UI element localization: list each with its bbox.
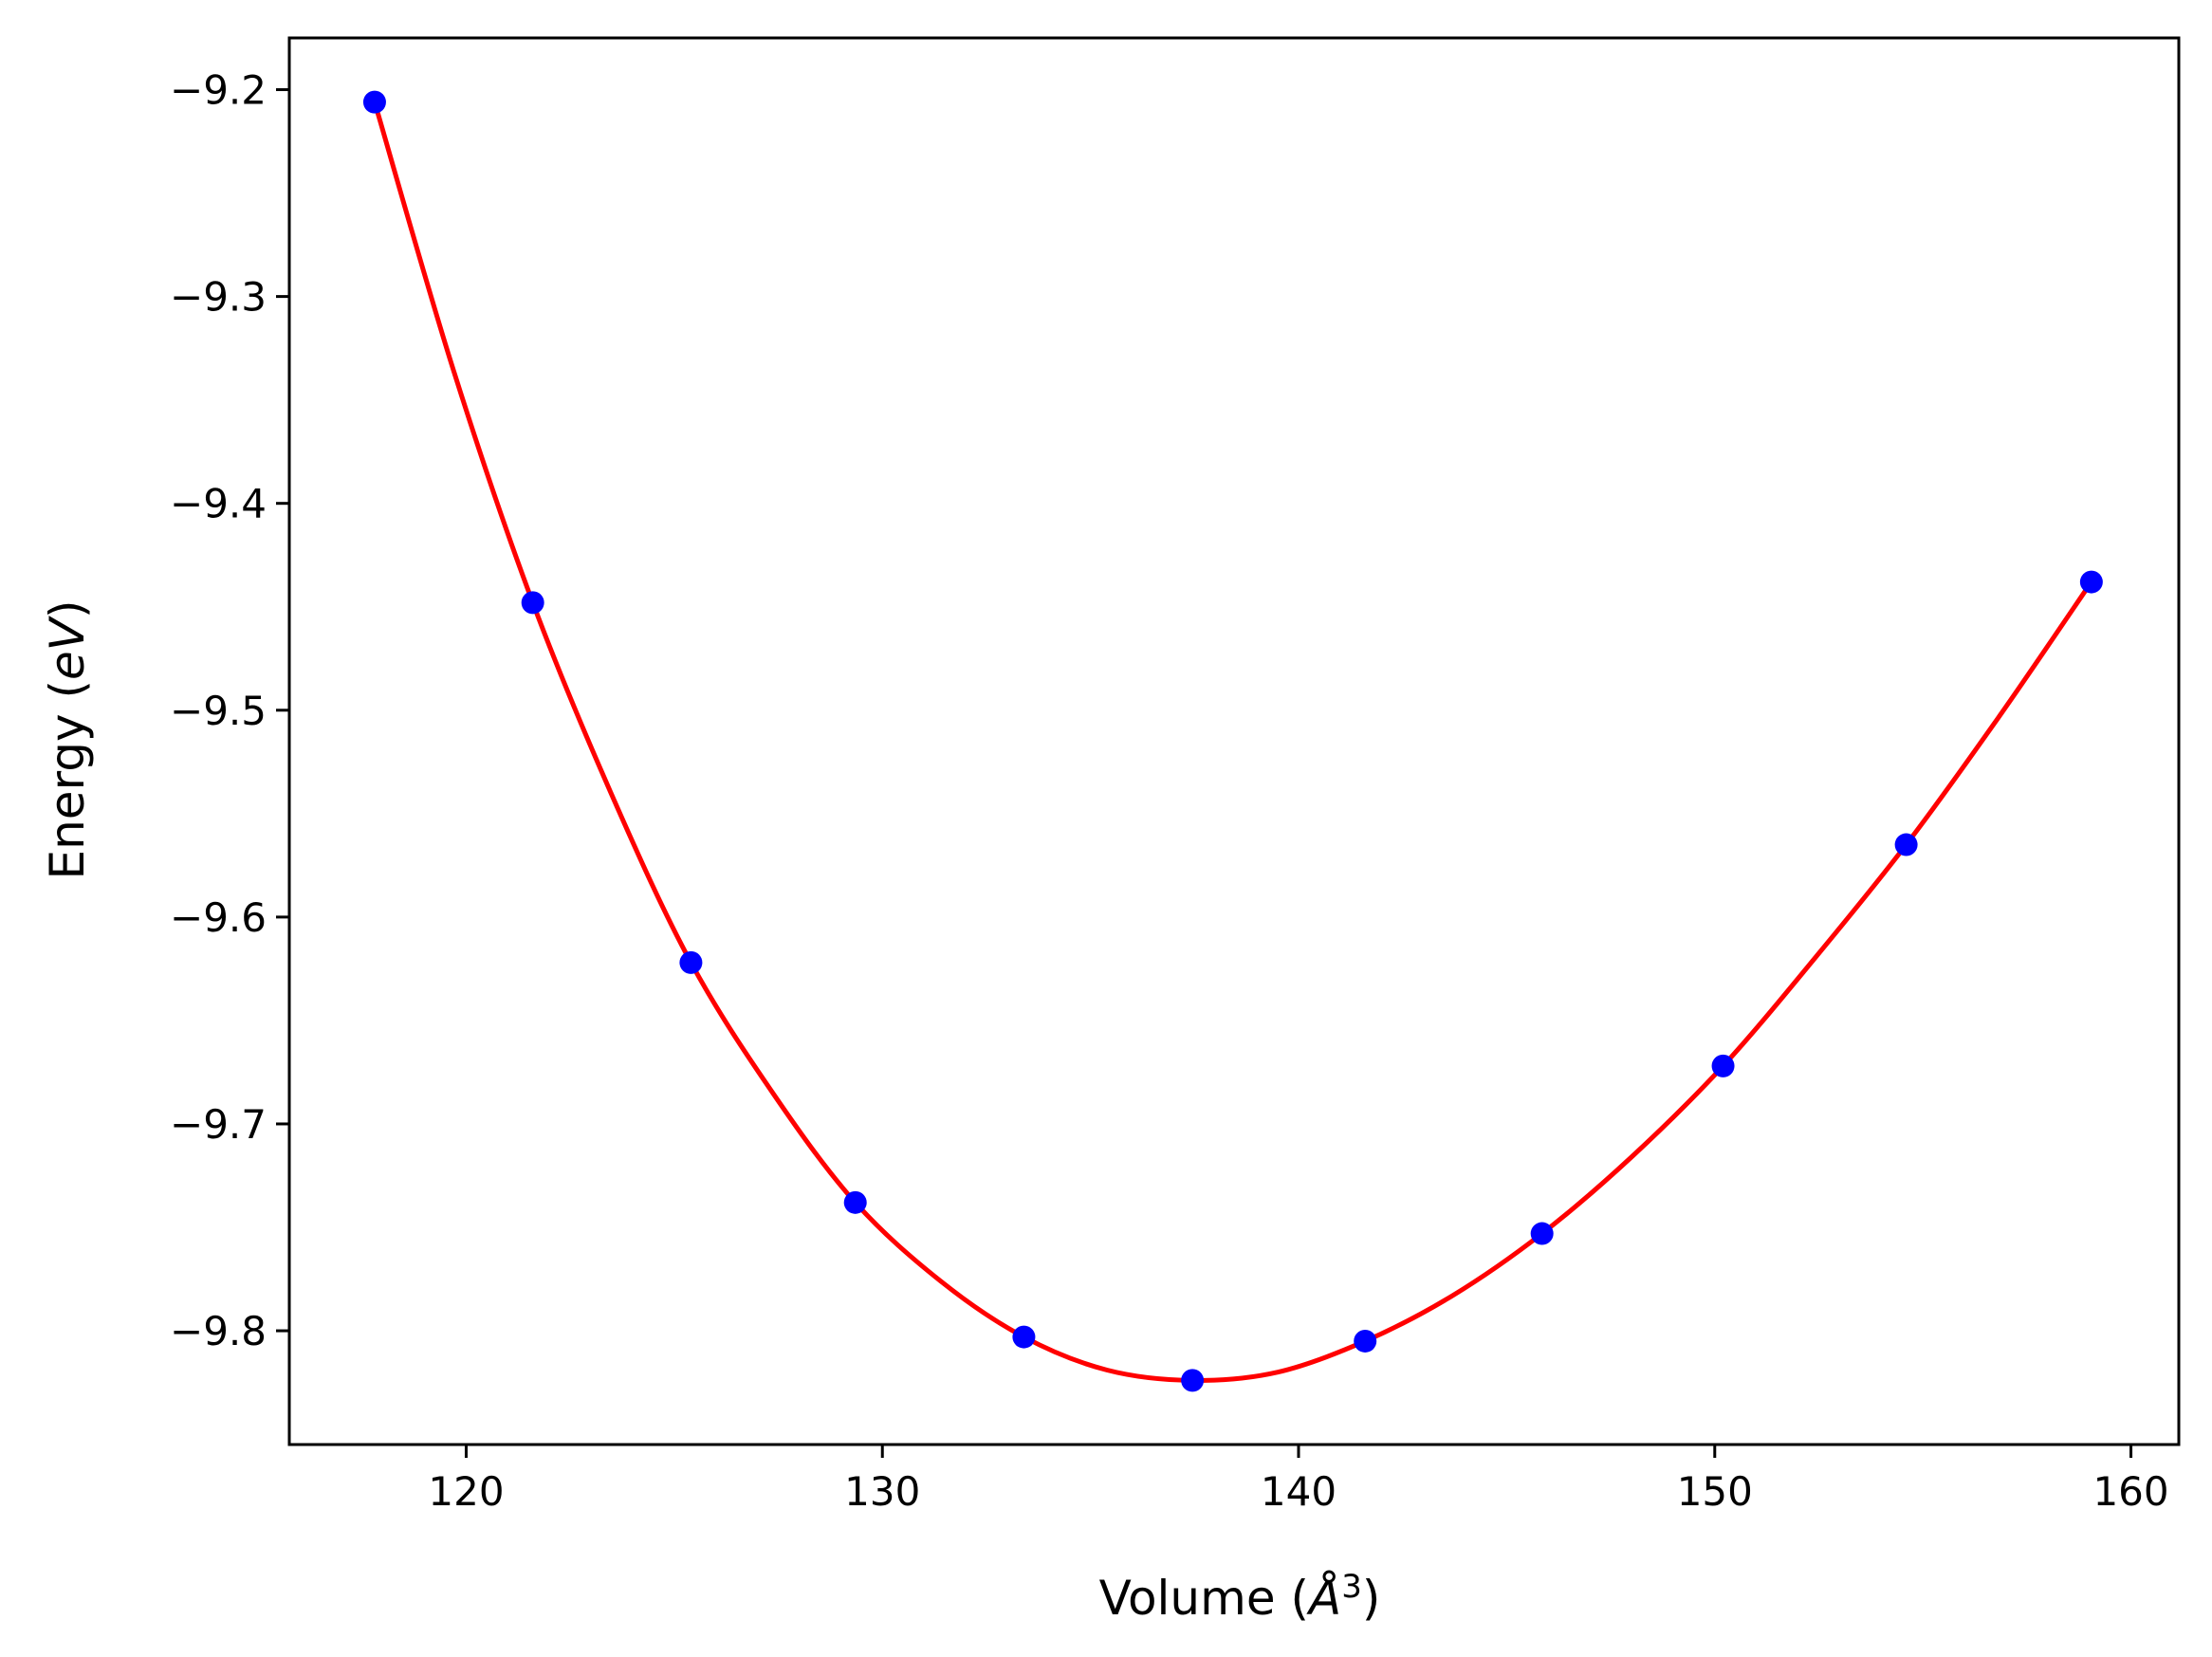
y-tick-label: −9.2: [170, 67, 267, 114]
y-tick-label: −9.3: [170, 274, 267, 321]
y-tick-label: −9.5: [170, 688, 267, 734]
data-points: [362, 90, 2103, 1392]
data-point: [521, 591, 544, 615]
data-point: [1894, 833, 1918, 856]
y-tick-label: −9.4: [170, 481, 267, 527]
y-axis-ticks: −9.2 −9.3 −9.4 −9.5 −9.6 −9.7 −9.8: [170, 67, 289, 1354]
data-point: [2079, 570, 2103, 594]
data-point: [1181, 1369, 1205, 1392]
data-point: [362, 90, 386, 114]
x-tick-label: 150: [1677, 1468, 1753, 1515]
y-tick-label: −9.8: [170, 1308, 267, 1354]
plot-area: [362, 90, 2103, 1392]
x-axis-ticks: 120 130 140 150 160: [428, 1445, 2169, 1515]
data-point: [1012, 1325, 1036, 1349]
y-axis-label: Energy (eV): [40, 600, 95, 880]
fit-curve-line: [372, 101, 2093, 1383]
y-tick-label: −9.7: [170, 1101, 267, 1148]
data-point: [1711, 1054, 1735, 1077]
x-tick-label: 130: [844, 1468, 920, 1515]
axes-frame: [287, 36, 2181, 1446]
x-axis-label: Volume (Å3): [1099, 1568, 1381, 1626]
data-point: [843, 1190, 867, 1214]
data-point: [679, 950, 703, 974]
data-point: [1530, 1222, 1554, 1245]
x-tick-label: 140: [1261, 1468, 1336, 1515]
x-tick-label: 160: [2092, 1468, 2168, 1515]
data-point: [1354, 1329, 1377, 1353]
x-tick-label: 120: [428, 1468, 504, 1515]
y-tick-label: −9.6: [170, 894, 267, 941]
